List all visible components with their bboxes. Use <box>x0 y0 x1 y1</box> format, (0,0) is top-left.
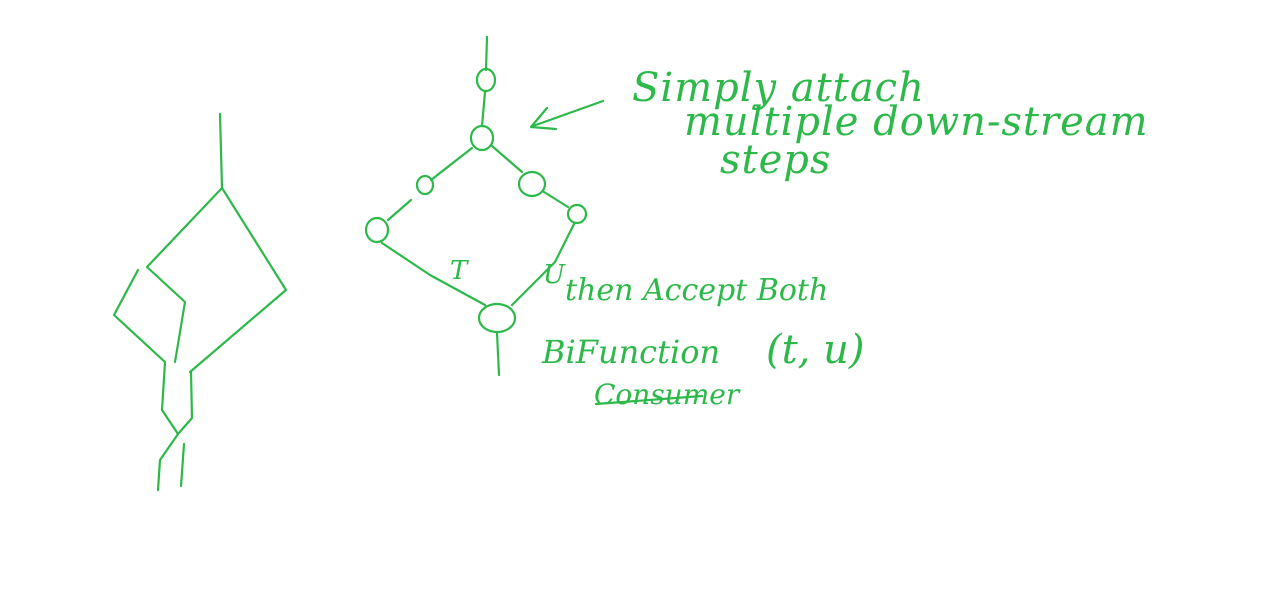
bifunction-text: BiFunction <box>542 333 721 371</box>
consumer-strike <box>594 394 704 406</box>
annotation-arrow <box>529 99 605 131</box>
graph-node-left-2 <box>364 216 390 244</box>
graph-edge-right-1-2 <box>542 190 570 209</box>
left-sketch-top-line <box>218 112 224 190</box>
left-sketch-inner-branch <box>112 268 194 436</box>
pipeline-graph <box>364 35 588 377</box>
annotation-line-3: steps <box>720 137 832 183</box>
graph-edge-right-join <box>510 222 576 307</box>
arrow-head <box>529 106 558 131</box>
graph-node-right-1 <box>517 170 547 198</box>
graph-node-left-1 <box>415 174 435 196</box>
graph-node-1 <box>475 67 497 93</box>
left-sketch-tail-b <box>179 442 186 488</box>
left-sketch-tail-a <box>156 432 180 492</box>
graph-top-line <box>484 35 489 72</box>
graph-edge-split-left <box>429 146 474 182</box>
branch-label-u: U <box>543 260 565 290</box>
graph-edge-left-join <box>380 241 487 307</box>
graph-node-join <box>477 302 517 334</box>
graph-bottom-line <box>495 331 501 377</box>
annotation-line-2: multiple down-stream <box>684 99 1149 145</box>
then-accept-both-text: then Accept Both <box>565 273 829 308</box>
graph-edge-left-1-2 <box>386 198 413 222</box>
graph-edge-1-2 <box>480 90 487 128</box>
left-sketch <box>112 112 288 492</box>
annotation-text: Simply attach multiple down-stream steps <box>632 68 1149 180</box>
left-sketch-outer-diamond <box>145 186 288 374</box>
graph-node-right-2 <box>566 203 588 225</box>
annotation-line-1: Simply attach <box>632 65 925 111</box>
args-text: (t, u) <box>766 327 865 373</box>
arrow-shaft <box>531 99 605 128</box>
branch-label-t: T <box>450 256 468 286</box>
graph-edge-split-right <box>490 144 524 174</box>
consumer-text: Consumer <box>594 378 740 411</box>
graph-node-split <box>469 124 495 152</box>
